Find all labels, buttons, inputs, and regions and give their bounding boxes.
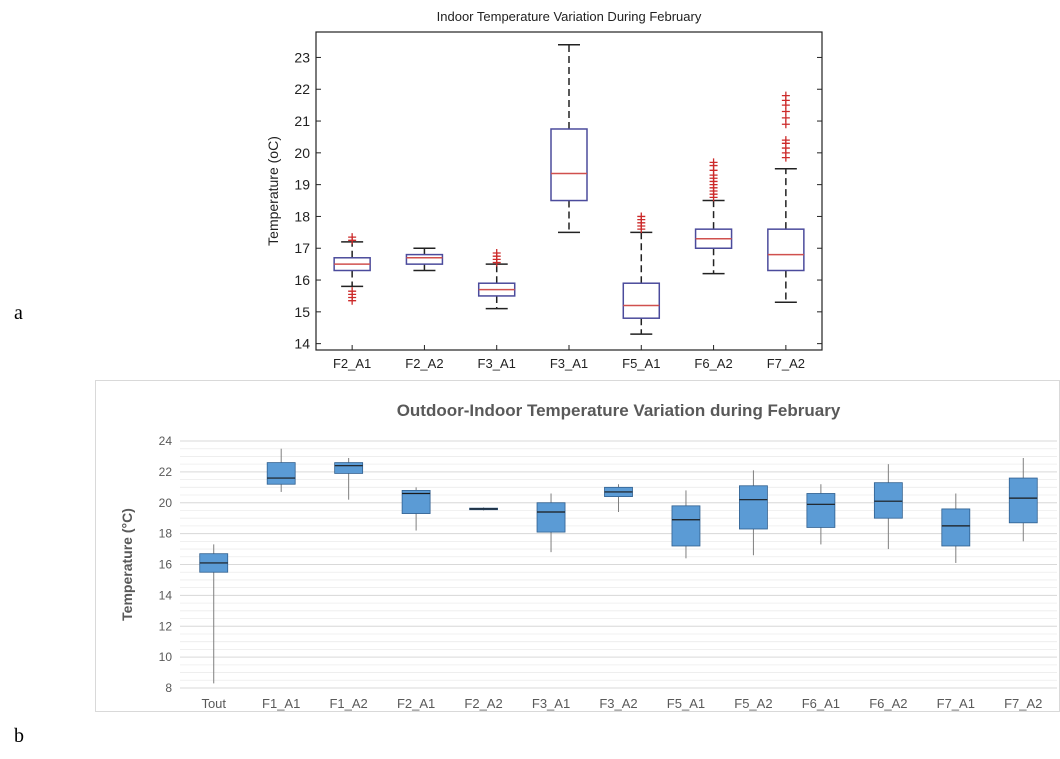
y-tick-label: 20 [294,145,310,161]
y-tick-label: 15 [294,304,310,320]
outlier-point [781,136,790,145]
y-tick-label: 22 [159,465,173,479]
x-tick-label: F6_A2 [869,696,907,711]
outlier-point [492,249,501,258]
x-tick-label: F7_A2 [767,356,805,371]
box [334,462,364,474]
box [671,505,701,547]
box [266,462,296,485]
x-tick-label: F5_A1 [667,696,705,711]
x-tick-label: Tout [201,696,226,711]
panel-label-a: a [14,302,23,324]
x-tick-label: F6_A2 [694,356,732,371]
panel-label-b: b [14,725,24,747]
y-tick-label: 18 [159,527,173,541]
x-tick-label: F2_A2 [464,696,502,711]
y-tick-label: 14 [159,588,173,602]
chart-title: Outdoor-Indoor Temperature Variation dur… [397,401,841,420]
x-tick-label: F7_A1 [937,696,975,711]
outlier-point [348,233,357,242]
x-tick-label: F7_A2 [1004,696,1042,711]
outlier-point [348,287,357,296]
box [739,485,768,530]
box [806,493,836,528]
x-tick-label: F2_A1 [397,696,435,711]
y-axis-label: Temperature (°C) [119,508,135,621]
chart-area-border [95,380,1060,712]
box [405,253,444,265]
outlier-point [637,212,646,221]
y-tick-label: 19 [294,177,310,193]
y-tick-label: 22 [294,81,310,97]
box [622,282,661,319]
box [536,502,566,533]
x-tick-label: F3_A1 [550,356,588,371]
x-tick-label: F1_A2 [329,696,367,711]
x-tick-label: F2_A1 [333,356,371,371]
x-tick-label: F6_A1 [802,696,840,711]
x-tick-label: F3_A1 [532,696,570,711]
indoor-temperature-boxplot: Indoor Temperature Variation During Febr… [230,0,850,378]
y-tick-label: 23 [294,49,310,65]
y-tick-label: 8 [165,681,172,695]
outdoor-indoor-temperature-boxplot: Outdoor-Indoor Temperature Variation dur… [95,380,1060,712]
box [1008,477,1038,524]
outlier-point [781,91,790,100]
y-axis-label: Temperature (oC) [265,136,281,246]
y-tick-label: 18 [294,208,310,224]
box [767,228,805,272]
box [941,508,971,547]
chart-title: Indoor Temperature Variation During Febr… [437,9,702,24]
y-tick-label: 10 [159,650,173,664]
x-tick-label: F2_A2 [405,356,443,371]
box [550,128,588,202]
y-tick-label: 24 [159,434,173,448]
x-tick-label: F3_A1 [478,356,516,371]
x-tick-label: F5_A2 [734,696,772,711]
box [401,490,431,514]
outdoor-indoor-chart-svg: Outdoor-Indoor Temperature Variation dur… [95,380,1060,712]
y-tick-label: 12 [159,619,173,633]
y-tick-label: 16 [159,558,173,572]
y-tick-label: 20 [159,496,173,510]
indoor-chart-svg: Indoor Temperature Variation During Febr… [265,9,823,371]
y-tick-label: 21 [294,113,310,129]
y-tick-label: 16 [294,272,310,288]
outlier-point [709,158,718,167]
y-tick-label: 17 [294,240,310,256]
x-tick-label: F1_A1 [262,696,300,711]
box [873,482,903,519]
x-tick-label: F5_A1 [622,356,660,371]
x-tick-label: F3_A2 [599,696,637,711]
y-tick-label: 14 [294,336,310,352]
